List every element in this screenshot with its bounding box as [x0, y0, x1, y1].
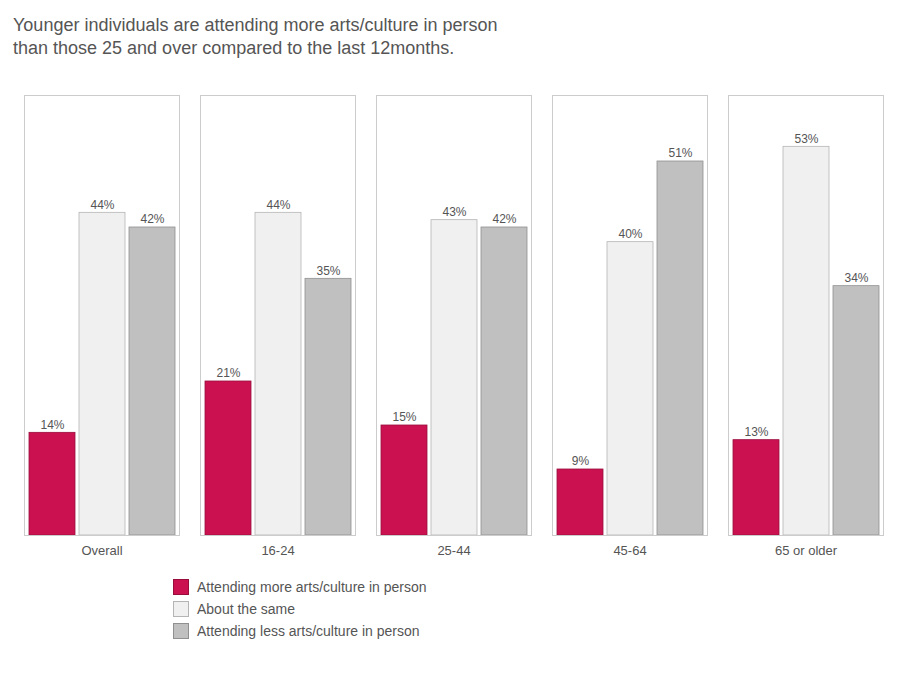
- html-text:Younger individuals are attend: Younger individuals are attending more a…: [13, 15, 498, 59]
- svg-text:42%: 42%: [140, 212, 164, 226]
- svg-text:Overall: Overall: [81, 543, 122, 558]
- svg-text:44%: 44%: [266, 197, 290, 211]
- svg-text:15%: 15%: [392, 410, 416, 424]
- svg-text:14%: 14%: [40, 417, 64, 431]
- svg-text:40%: 40%: [618, 227, 642, 241]
- svg-text:21%: 21%: [216, 366, 240, 380]
- html-text:Attending more arts/culture in: Attending more arts/culture in person: [197, 578, 427, 595]
- svg-text:42%: 42%: [492, 212, 516, 226]
- svg-text:44%: 44%: [90, 197, 114, 211]
- svg-text:43%: 43%: [442, 205, 466, 219]
- html-text:Attending less arts/culture in: Attending less arts/culture in person: [197, 622, 420, 639]
- svg-text:35%: 35%: [316, 263, 340, 277]
- svg-text:34%: 34%: [844, 271, 868, 285]
- svg-text:16-24: 16-24: [261, 543, 294, 558]
- svg-text:65 or older: 65 or older: [775, 543, 838, 558]
- html-text:About the same: About the same: [197, 600, 296, 617]
- svg-text:13%: 13%: [744, 425, 768, 439]
- svg-text:45-64: 45-64: [613, 543, 646, 558]
- svg-text:25-44: 25-44: [437, 543, 470, 558]
- svg-text:51%: 51%: [668, 146, 692, 160]
- svg-text:53%: 53%: [794, 131, 818, 145]
- svg-text:9%: 9%: [572, 454, 590, 468]
